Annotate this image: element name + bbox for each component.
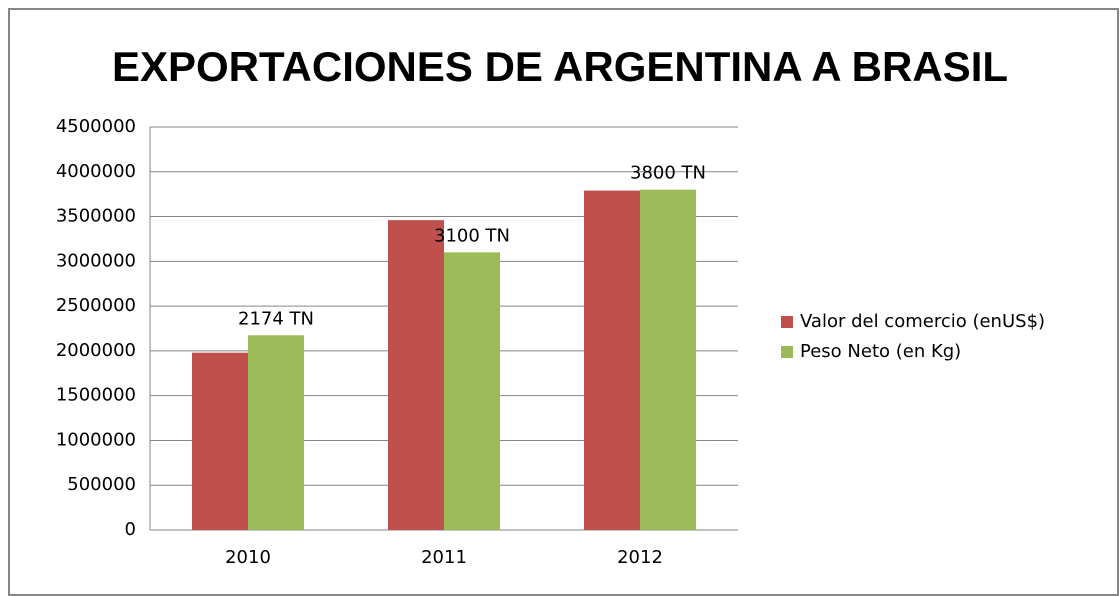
y-tick-label: 4000000 (56, 161, 136, 182)
y-tick-label: 4500000 (56, 116, 136, 137)
x-tick-label: 2012 (617, 547, 663, 568)
x-tick-label: 2010 (225, 547, 271, 568)
x-tick-label: 2011 (421, 547, 467, 568)
y-tick-label: 0 (125, 519, 136, 540)
bar (192, 352, 248, 530)
bar (388, 220, 444, 531)
legend-label: Valor del comercio (enUS$) (800, 311, 1045, 332)
chart-title: EXPORTACIONES DE ARGENTINA A BRASIL (112, 43, 1008, 90)
legend-swatch (781, 316, 793, 328)
legend-label: Peso Neto (en Kg) (800, 341, 961, 362)
legend-swatch (781, 346, 793, 358)
bar (444, 252, 500, 530)
y-tick-label: 2500000 (56, 295, 136, 316)
data-label: 2174 TN (238, 308, 314, 329)
y-tick-label: 1000000 (56, 429, 136, 450)
y-tick-label: 3000000 (56, 250, 136, 271)
y-tick-label: 1500000 (56, 385, 136, 406)
data-label: 3800 TN (630, 163, 706, 184)
y-tick-label: 2000000 (56, 340, 136, 361)
bar (584, 190, 640, 530)
bar (248, 335, 304, 530)
chart-border (8, 8, 1119, 596)
y-tick-label: 3500000 (56, 206, 136, 227)
bar (640, 189, 696, 530)
data-label: 3100 TN (434, 225, 510, 246)
y-tick-label: 500000 (67, 474, 136, 495)
